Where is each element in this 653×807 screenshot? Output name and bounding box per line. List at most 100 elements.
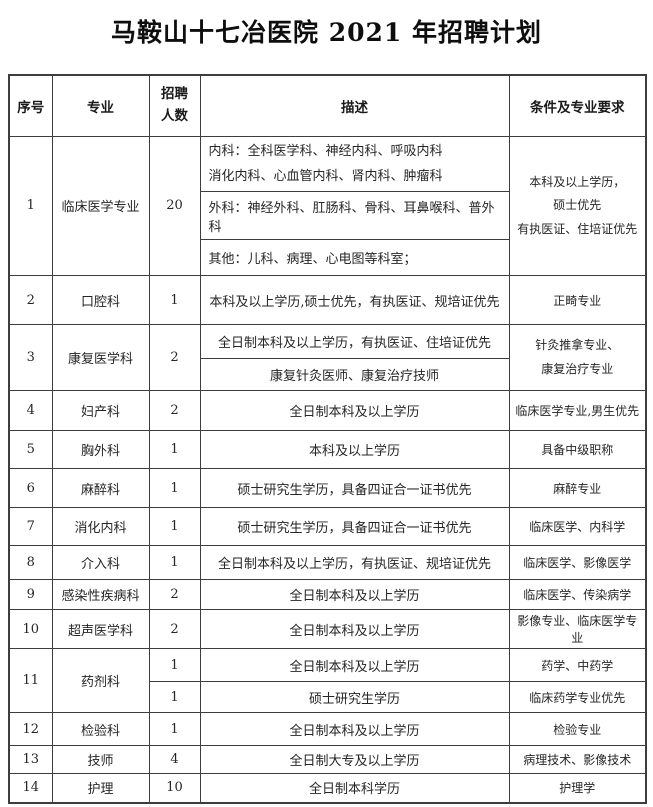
cell-seq: 9 [8,579,53,611]
cell-major: 药剂科 [51,648,150,714]
cell-req: 正畸专业 [508,275,647,326]
table-row: 康复针灸医师、康复治疗技师 [9,358,646,392]
cell-count: 1 [148,681,201,714]
req-line: 本科及以上学历， [529,174,626,189]
cell-desc: 全日制本科学历 [199,773,510,804]
cell-major: 技师 [51,745,150,775]
cell-desc: 其他：儿科、病理、心电图等科室； [199,239,510,277]
cell-req: 临床医学专业,男生优先 [508,390,647,432]
cell-major: 介入科 [51,545,150,581]
cell-seq: 6 [8,468,53,509]
cell-seq: 7 [8,507,53,547]
cell-desc: 全日制本科及以上学历 [199,390,510,432]
cell-desc: 硕士研究生学历，具备四证合一证书优先 [199,468,510,509]
cell-req: 护理学 [508,773,647,804]
cell-major: 临床医学专业 [51,135,150,277]
cell-count: 1 [148,275,201,326]
req-line: 硕士优先 [553,198,602,213]
cell-major: 检验科 [51,712,150,747]
cell-count: 1 [148,507,201,547]
table-row: 14 护理 10 全日制本科学历 护理学 [8,773,647,804]
cell-major: 妇产科 [51,390,150,432]
cell-req: 检验专业 [508,712,647,747]
cell-seq: 8 [8,545,53,581]
cell-major: 消化内科 [51,507,150,547]
cell-req: 麻醉专业 [508,468,647,509]
cell-req: 病理技术、影像技术 [508,745,647,775]
cell-count: 1 [148,430,201,470]
table-row: 13 技师 4 全日制大专及以上学历 病理技术、影像技术 [8,745,647,775]
table-row: 9 感染性疾病科 2 全日制本科及以上学历 临床医学、传染病学 [8,579,647,611]
cell-desc: 硕士研究生学历，具备四证合一证书优先 [199,507,510,547]
table-row: 2 口腔科 1 本科及以上学历,硕士优先，有执医证、规培证优先 正畸专业 [8,275,647,326]
cell-desc: 全日制本科及以上学历 [199,648,510,683]
cell-desc: 全日制本科及以上学历 [199,579,510,611]
table-row: 5 胸外科 1 本科及以上学历 具备中级职称 [8,430,647,470]
cell-desc: 全日制本科及以上学历，有执医证、住培证优先 [199,324,510,360]
desc-line: 内科：全科医学科、神经内科、呼吸内科 [208,143,443,159]
header-major: 专业 [51,74,150,137]
cell-major: 康复医学科 [51,324,150,392]
table-row: 10 超声医学科 2 全日制本科及以上学历 影像专业、临床医学专业 [8,609,647,650]
cell-seq: 14 [8,773,53,804]
req-line: 针灸推拿专业、 [535,338,620,353]
cell-req: 药学、中药学 [508,648,647,683]
cell-seq: 2 [8,275,53,326]
table-row: 1 临床医学专业 20 内科：全科医学科、神经内科、呼吸内科 消化内科、心血管内… [8,135,647,277]
table-row: 11 药剂科 1 全日制本科及以上学历 药学、中药学 [8,648,647,714]
cell-major: 口腔科 [51,275,150,326]
table-row: 外科：神经外科、肛肠科、骨科、耳鼻喉科、普外科 [9,191,646,241]
table-row: 6 麻醉科 1 硕士研究生学历，具备四证合一证书优先 麻醉专业 [8,468,647,509]
page-title: 马鞍山十七冶医院 2021 年招聘计划 [111,18,542,47]
cell-seq: 1 [8,135,53,277]
cell-desc: 内科：全科医学科、神经内科、呼吸内科 消化内科、心血管内科、肾内科、肿瘤科 [199,135,510,193]
cell-desc: 康复针灸医师、康复治疗技师 [199,358,510,392]
table-row: 1 硕士研究生学历 临床药学专业优先 [9,681,647,714]
cell-seq: 3 [8,324,53,392]
cell-major: 护理 [51,773,150,804]
table-row: 12 检验科 1 全日制本科及以上学历 检验专业 [8,712,647,747]
header-desc: 描述 [199,74,510,137]
cell-count: 10 [148,773,201,804]
cell-req: 针灸推拿专业、 康复治疗专业 [508,324,647,392]
cell-major: 胸外科 [51,430,150,470]
cell-count: 1 [148,545,201,581]
cell-req: 具备中级职称 [508,430,647,470]
cell-count: 1 [148,648,201,683]
cell-desc: 全日制大专及以上学历 [199,745,510,775]
table-row: 其他：儿科、病理、心电图等科室； [9,239,646,277]
cell-count: 2 [148,579,201,611]
cell-count: 2 [148,609,201,650]
header-count-line2: 人数 [161,107,188,124]
cell-count: 2 [148,324,201,392]
table-row: 4 妇产科 2 全日制本科及以上学历 临床医学专业,男生优先 [8,390,647,432]
req-line: 有执医证、住培证优先 [517,221,638,236]
recruitment-table: 序号 专业 招聘 人数 描述 条件及专业要求 1 临床医学专业 20 内科：全科… [8,74,647,804]
cell-req: 临床医学、内科学 [508,507,647,547]
cell-count: 20 [148,135,201,277]
req-line: 康复治疗专业 [541,361,614,376]
cell-major: 超声医学科 [51,609,150,650]
cell-major: 感染性疾病科 [51,579,150,611]
cell-desc: 硕士研究生学历 [199,681,510,714]
table-row: 3 康复医学科 2 全日制本科及以上学历，有执医证、住培证优先 针灸推拿专业、 … [8,324,647,392]
cell-desc: 外科：神经外科、肛肠科、骨科、耳鼻喉科、普外科 [199,191,510,241]
cell-req: 临床医学、影像医学 [508,545,647,581]
cell-req: 影像专业、临床医学专业 [508,609,647,650]
cell-req: 本科及以上学历， 硕士优先 有执医证、住培证优先 [508,135,647,277]
table-row: 8 介入科 1 全日制本科及以上学历，有执医证、规培证优先 临床医学、影像医学 [8,545,647,581]
cell-count: 1 [148,712,201,747]
cell-desc: 全日制本科及以上学历 [199,712,510,747]
cell-desc: 全日制本科及以上学历，有执医证、规培证优先 [199,545,510,581]
cell-desc: 全日制本科及以上学历 [199,609,510,650]
table-header: 序号 专业 招聘 人数 描述 条件及专业要求 [8,74,647,137]
cell-desc: 本科及以上学历,硕士优先，有执医证、规培证优先 [199,275,510,326]
header-count: 招聘 人数 [148,74,201,137]
header-req: 条件及专业要求 [508,74,647,137]
desc-line: 消化内科、心血管内科、肾内科、肿瘤科 [208,168,443,184]
cell-seq: 12 [8,712,53,747]
cell-seq: 11 [8,648,53,714]
cell-count: 1 [148,468,201,509]
table-row: 7 消化内科 1 硕士研究生学历，具备四证合一证书优先 临床医学、内科学 [8,507,647,547]
